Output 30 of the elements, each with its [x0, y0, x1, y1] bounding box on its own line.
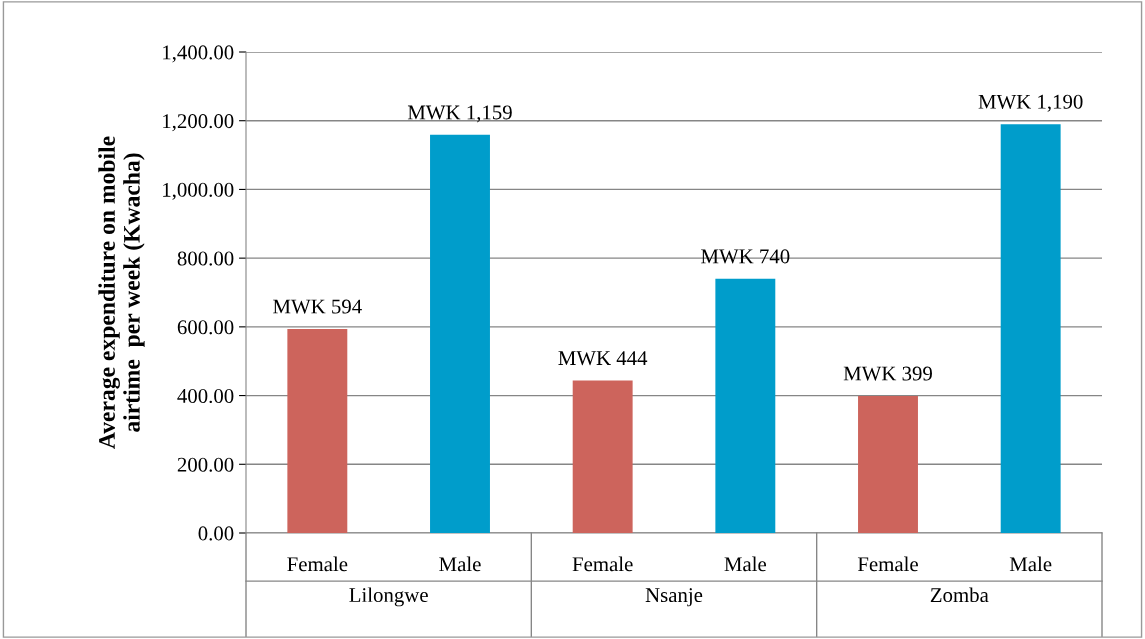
y-tick-label: 1,400.00 [163, 45, 234, 63]
y-tick-label: 0.00 [198, 526, 234, 541]
x-tick-label: Female [287, 556, 348, 572]
x-tick-label: Male [724, 556, 767, 572]
y-tick-label: 1,200.00 [163, 114, 234, 132]
y-tick-label: 200.00 [177, 457, 234, 472]
x-tick-label: Female [857, 556, 918, 572]
y-tick-label: 600.00 [177, 320, 234, 335]
text: Nsanje [645, 588, 703, 607]
data-label: MWK 399 [843, 366, 932, 381]
data-label: MWK 1,190 [978, 94, 1083, 112]
y-axis-title: Average expenditure on mobile airtime per week (Kwacha) [98, 136, 145, 449]
y-tick-label: 800.00 [177, 251, 234, 266]
y-tick-label: 1,000.00 [163, 182, 234, 200]
bar [715, 278, 776, 533]
y-tick-label: 400.00 [177, 388, 234, 404]
x-tick-label: Male [439, 556, 481, 572]
x-tick-label: Male [1009, 556, 1052, 572]
x-tick-label: Female [572, 556, 633, 572]
bar [287, 328, 348, 533]
data-label: MWK 740 [701, 249, 790, 264]
bar [572, 380, 633, 533]
data-label: MWK 594 [273, 299, 362, 314]
text: Lilongwe [349, 587, 428, 607]
data-label: MWK 444 [558, 351, 648, 366]
bar [858, 395, 918, 533]
text: Zomba [930, 587, 989, 603]
bar [1000, 124, 1061, 533]
bar [430, 134, 490, 533]
data-label: MWK 1,159 [407, 105, 512, 123]
